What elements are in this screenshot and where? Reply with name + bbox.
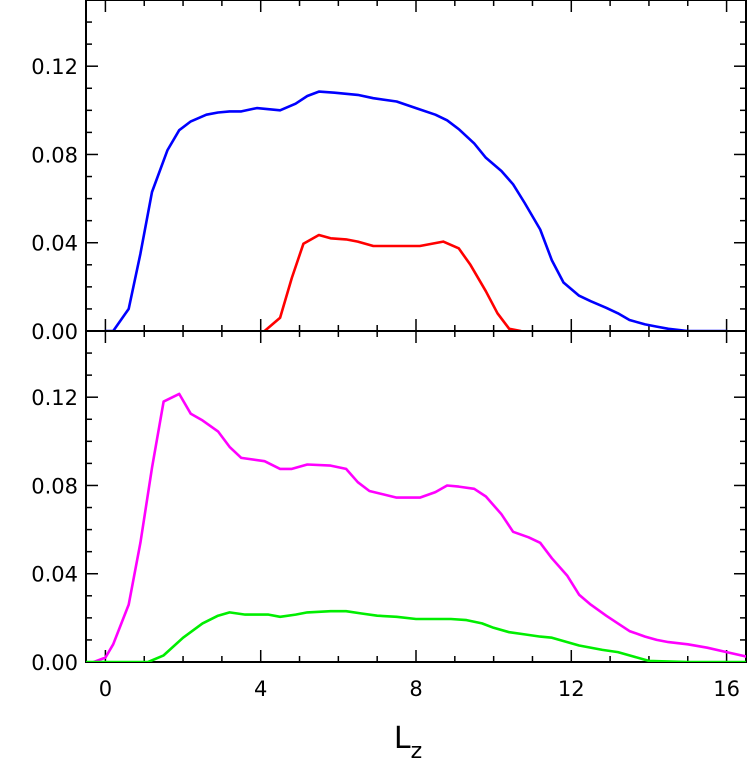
top-panel: 0.00 0.04 0.08 0.12 — [31, 0, 747, 344]
y-tick-label: 0.04 — [31, 563, 78, 587]
y-tick-label: 0.12 — [31, 386, 78, 410]
series-line-2 — [86, 609, 746, 662]
x-tick-label: 4 — [254, 677, 267, 701]
series-line-2 — [263, 233, 523, 331]
x-tick-label: 0 — [99, 677, 112, 701]
x-tick-label: 16 — [713, 677, 740, 701]
y-tick-label: 0.08 — [31, 143, 78, 167]
x-tick-label: 12 — [558, 677, 585, 701]
y-tick-label: 0.04 — [31, 232, 78, 256]
y-tick-label: 0.00 — [31, 320, 78, 344]
y-tick-label: 0.00 — [31, 651, 78, 675]
series-line-1 — [92, 392, 746, 662]
y-tick-label: 0.12 — [31, 55, 78, 79]
x-tick-label: 8 — [409, 677, 422, 701]
series-line-1 — [104, 90, 728, 331]
x-axis-title-subscript: z — [411, 739, 423, 763]
y-tick-label: 0.08 — [31, 474, 78, 498]
